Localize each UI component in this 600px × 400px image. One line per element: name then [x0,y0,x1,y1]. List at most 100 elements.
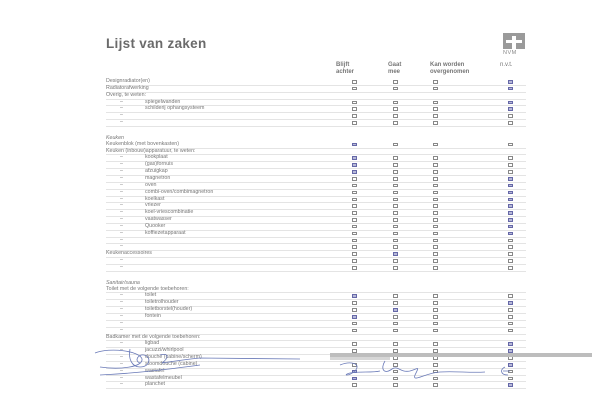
checkbox-gaat-mee[interactable] [393,156,398,161]
checkbox-blijft-achter[interactable] [352,342,357,346]
checkbox-nvt[interactable] [508,369,513,374]
checkbox-blijft-achter[interactable] [352,204,357,208]
checkbox-nvt[interactable] [508,224,513,229]
checkbox-kan-worden-overgenomen[interactable] [433,362,438,367]
checkbox-nvt[interactable] [508,362,513,367]
checkbox-nvt[interactable] [508,121,513,125]
checkbox-blijft-achter[interactable] [352,156,357,161]
checkbox-nvt[interactable] [508,114,513,118]
checkbox-blijft-achter[interactable] [352,218,357,222]
checkbox-nvt[interactable] [508,231,513,236]
checkbox-kan-worden-overgenomen[interactable] [433,170,438,174]
checkbox-gaat-mee[interactable] [393,231,398,236]
checkbox-blijft-achter[interactable] [352,328,357,333]
checkbox-gaat-mee[interactable] [393,369,398,374]
checkbox-nvt[interactable] [508,376,513,381]
checkbox-nvt[interactable] [508,301,513,305]
checkbox-blijft-achter[interactable] [352,231,357,236]
checkbox-gaat-mee[interactable] [393,349,398,353]
checkbox-nvt[interactable] [508,170,513,174]
checkbox-kan-worden-overgenomen[interactable] [433,294,438,299]
checkbox-kan-worden-overgenomen[interactable] [433,163,438,167]
checkbox-gaat-mee[interactable] [393,121,398,125]
checkbox-nvt[interactable] [508,86,513,91]
checkbox-nvt[interactable] [508,218,513,222]
checkbox-kan-worden-overgenomen[interactable] [433,245,438,249]
checkbox-nvt[interactable] [508,163,513,167]
checkbox-blijft-achter[interactable] [352,211,357,215]
checkbox-nvt[interactable] [508,190,513,195]
checkbox-gaat-mee[interactable] [393,80,398,84]
checkbox-blijft-achter[interactable] [352,301,357,305]
checkbox-nvt[interactable] [508,259,513,263]
checkbox-nvt[interactable] [508,265,513,270]
checkbox-kan-worden-overgenomen[interactable] [433,224,438,229]
checkbox-blijft-achter[interactable] [352,259,357,263]
checkbox-blijft-achter[interactable] [352,245,357,249]
checkbox-blijft-achter[interactable] [352,321,357,326]
checkbox-kan-worden-overgenomen[interactable] [433,80,438,84]
checkbox-nvt[interactable] [508,349,513,353]
checkbox-gaat-mee[interactable] [393,114,398,118]
checkbox-kan-worden-overgenomen[interactable] [433,211,438,215]
checkbox-blijft-achter[interactable] [352,308,357,312]
checkbox-blijft-achter[interactable] [352,252,357,256]
checkbox-nvt[interactable] [508,321,513,326]
checkbox-kan-worden-overgenomen[interactable] [433,315,438,319]
checkbox-nvt[interactable] [508,107,513,111]
checkbox-kan-worden-overgenomen[interactable] [433,328,438,333]
checkbox-blijft-achter[interactable] [352,197,357,202]
checkbox-nvt[interactable] [508,176,513,181]
checkbox-kan-worden-overgenomen[interactable] [433,231,438,236]
checkbox-kan-worden-overgenomen[interactable] [433,238,438,243]
checkbox-blijft-achter[interactable] [352,190,357,195]
checkbox-gaat-mee[interactable] [393,383,398,388]
checkbox-kan-worden-overgenomen[interactable] [433,342,438,346]
checkbox-gaat-mee[interactable] [393,245,398,249]
checkbox-nvt[interactable] [508,342,513,346]
checkbox-nvt[interactable] [508,245,513,249]
checkbox-gaat-mee[interactable] [393,342,398,346]
checkbox-nvt[interactable] [508,204,513,208]
checkbox-gaat-mee[interactable] [393,301,398,305]
checkbox-blijft-achter[interactable] [352,183,357,188]
checkbox-kan-worden-overgenomen[interactable] [433,259,438,263]
checkbox-gaat-mee[interactable] [393,211,398,215]
checkbox-blijft-achter[interactable] [352,376,357,381]
checkbox-gaat-mee[interactable] [393,321,398,326]
checkbox-blijft-achter[interactable] [352,176,357,181]
checkbox-gaat-mee[interactable] [393,142,398,147]
checkbox-blijft-achter[interactable] [352,349,357,353]
checkbox-nvt[interactable] [508,294,513,299]
checkbox-nvt[interactable] [508,315,513,319]
checkbox-kan-worden-overgenomen[interactable] [433,121,438,125]
checkbox-kan-worden-overgenomen[interactable] [433,114,438,118]
checkbox-kan-worden-overgenomen[interactable] [433,183,438,188]
checkbox-kan-worden-overgenomen[interactable] [433,204,438,208]
checkbox-kan-worden-overgenomen[interactable] [433,197,438,202]
checkbox-gaat-mee[interactable] [393,100,398,105]
checkbox-blijft-achter[interactable] [352,265,357,270]
checkbox-blijft-achter[interactable] [352,294,357,299]
checkbox-blijft-achter[interactable] [352,100,357,105]
checkbox-gaat-mee[interactable] [393,308,398,312]
checkbox-nvt[interactable] [508,328,513,333]
checkbox-blijft-achter[interactable] [352,163,357,167]
checkbox-kan-worden-overgenomen[interactable] [433,176,438,181]
checkbox-gaat-mee[interactable] [393,238,398,243]
checkbox-kan-worden-overgenomen[interactable] [433,308,438,312]
checkbox-kan-worden-overgenomen[interactable] [433,107,438,111]
checkbox-nvt[interactable] [508,100,513,105]
checkbox-nvt[interactable] [508,252,513,256]
checkbox-gaat-mee[interactable] [393,252,398,256]
checkbox-gaat-mee[interactable] [393,86,398,91]
checkbox-nvt[interactable] [508,142,513,147]
checkbox-nvt[interactable] [508,183,513,188]
checkbox-gaat-mee[interactable] [393,204,398,208]
checkbox-blijft-achter[interactable] [352,224,357,229]
checkbox-kan-worden-overgenomen[interactable] [433,86,438,91]
checkbox-blijft-achter[interactable] [352,121,357,125]
checkbox-kan-worden-overgenomen[interactable] [433,218,438,222]
checkbox-blijft-achter[interactable] [352,86,357,91]
checkbox-kan-worden-overgenomen[interactable] [433,156,438,161]
